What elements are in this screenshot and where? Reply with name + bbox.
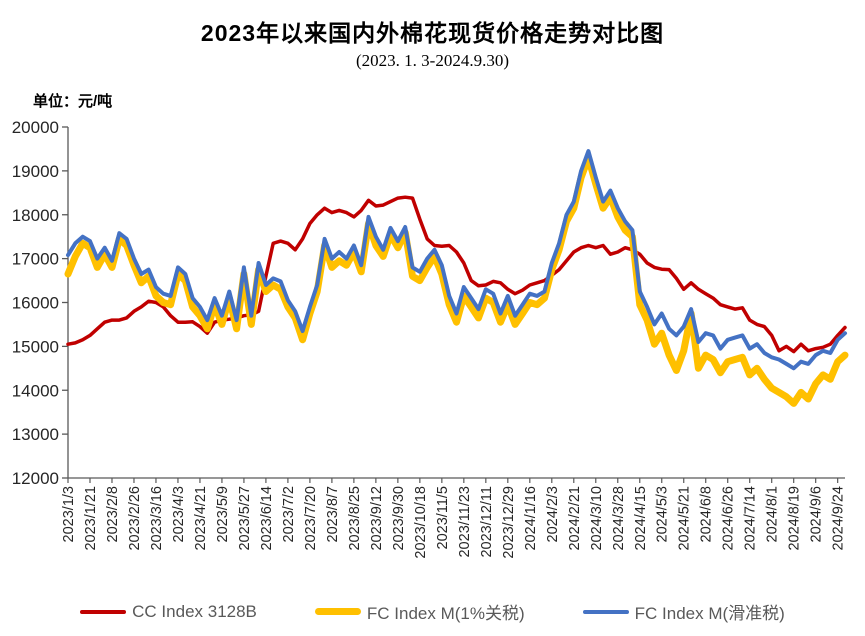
unit-label: 单位：元/吨 [33, 93, 113, 110]
x-tick-label: 2023/2/8 [105, 486, 121, 542]
y-tick-label: 12000 [12, 469, 59, 488]
x-tick-label: 2023/12/11 [479, 486, 495, 558]
x-tick-label: 2023/2/26 [127, 486, 143, 551]
x-tick-label: 2023/7/20 [303, 486, 319, 551]
x-tick-label: 2024/4/15 [633, 486, 649, 551]
x-tick-label: 2023/1/21 [83, 486, 99, 551]
legend-item-fc-index-m-1pct-tariff: FC Index M(1%关税) [314, 599, 525, 624]
series-line-fc-index-m-1 [64, 154, 849, 407]
x-tick-label: 2024/5/21 [677, 486, 693, 551]
chart-title: 2023年以来国内外棉花现货价格走势对比图 [200, 20, 665, 46]
x-tick-label: 2023/8/25 [347, 486, 363, 551]
y-tick-label: 14000 [12, 381, 59, 400]
series-line-fc-index-m [66, 149, 847, 371]
x-tick-label: 2024/8/1 [765, 486, 781, 542]
legend-item-cc-index-3128b: CC Index 3128B [80, 602, 257, 622]
y-tick-label: 17000 [12, 250, 59, 269]
x-tick-label: 2023/11/5 [435, 486, 451, 549]
x-tick-label: 2024/3/28 [611, 486, 627, 551]
x-tick-label: 2023/9/12 [369, 486, 385, 551]
x-tick-label: 2023/4/21 [193, 486, 209, 551]
y-tick-label: 20000 [12, 118, 59, 137]
x-tick-label: 2024/6/26 [721, 486, 737, 551]
x-tick-label: 2024/5/3 [655, 486, 671, 542]
y-tick-label: 16000 [12, 294, 59, 313]
x-tick-label: 2023/5/27 [237, 486, 253, 551]
y-tick-label: 18000 [12, 206, 59, 225]
x-tick-label: 2024/6/8 [699, 486, 715, 542]
x-tick-label: 2024/9/24 [831, 486, 847, 551]
x-tick-label: 2024/8/19 [787, 486, 803, 551]
x-tick-label: 2024/9/6 [809, 486, 825, 542]
legend-item-fc-index-m-sliding-tariff: FC Index M(滑准税) [582, 599, 785, 624]
x-tick-label: 2023/4/3 [171, 486, 187, 542]
x-tick-label: 2023/1/3 [61, 486, 77, 542]
chart-subtitle: (2023. 1. 3-2024.9.30) [356, 51, 509, 70]
x-tick-label: 2024/3/10 [589, 486, 605, 551]
x-tick-label: 2023/6/14 [259, 486, 275, 551]
y-tick-label: 19000 [12, 162, 59, 181]
x-tick-label: 2024/1/16 [523, 486, 539, 551]
x-tick-label: 2023/5/9 [215, 486, 231, 542]
x-tick-label: 2023/3/16 [149, 486, 165, 551]
x-tick-label: 2024/7/14 [743, 486, 759, 551]
chart-legend: CC Index 3128B FC Index M(1%关税) FC Index… [0, 599, 865, 624]
y-tick-label: 13000 [12, 425, 59, 444]
legend-line-sample-yellow [314, 608, 361, 615]
x-tick-label: 2024/2/21 [567, 486, 583, 551]
x-tick-label: 2023/11/23 [457, 486, 473, 558]
series-line-cc-index-3128b [66, 195, 847, 354]
x-tick-label: 2023/10/18 [413, 486, 429, 559]
legend-label: CC Index 3128B [132, 601, 257, 621]
legend-label: FC Index M(滑准税) [634, 604, 785, 623]
y-tick-label: 15000 [12, 337, 59, 356]
legend-line-sample-blue [582, 609, 629, 614]
x-tick-label: 2023/7/2 [281, 486, 297, 542]
x-tick-label: 2023/12/29 [501, 486, 517, 559]
x-tick-label: 2024/2/3 [545, 486, 561, 542]
x-tick-label: 2023/9/30 [391, 486, 407, 551]
legend-line-sample-red [80, 609, 127, 614]
x-tick-label: 2023/8/7 [325, 486, 341, 542]
legend-label: FC Index M(1%关税) [366, 604, 525, 623]
